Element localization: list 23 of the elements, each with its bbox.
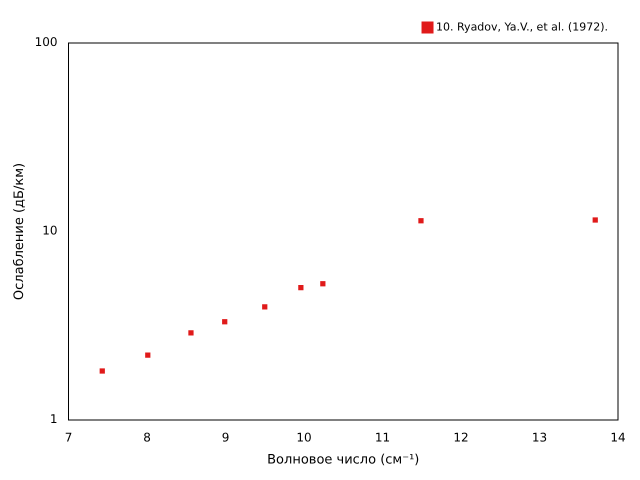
x-tick-label: 7: [64, 430, 72, 444]
point: [320, 281, 326, 286]
point: [592, 217, 598, 223]
x-tick-label: 8: [143, 430, 151, 444]
point: [100, 368, 105, 374]
point: [145, 352, 150, 358]
x-tick-label: 14: [610, 430, 626, 444]
y-axis-title: Ослабление (дБ/км): [12, 162, 28, 300]
point: [262, 304, 268, 310]
point: [222, 319, 228, 324]
x-tick-label: 9: [222, 430, 230, 444]
y-tick-label: 100: [34, 35, 58, 50]
x-tick-label: 12: [453, 430, 469, 444]
x-tick-label: 10: [296, 430, 312, 444]
x-axis-title: Волновое число (см⁻¹): [267, 452, 420, 468]
point: [188, 330, 194, 336]
point: [298, 284, 304, 290]
x-tick-label: 13: [532, 430, 548, 444]
x-tick-label: 11: [374, 430, 390, 444]
point: [418, 218, 424, 224]
y-tick-label: 1: [50, 412, 58, 426]
legend-label: 10. Ryadov, Ya.V., et al. (1972).: [436, 20, 608, 34]
y-tick-label: 10: [42, 224, 58, 238]
